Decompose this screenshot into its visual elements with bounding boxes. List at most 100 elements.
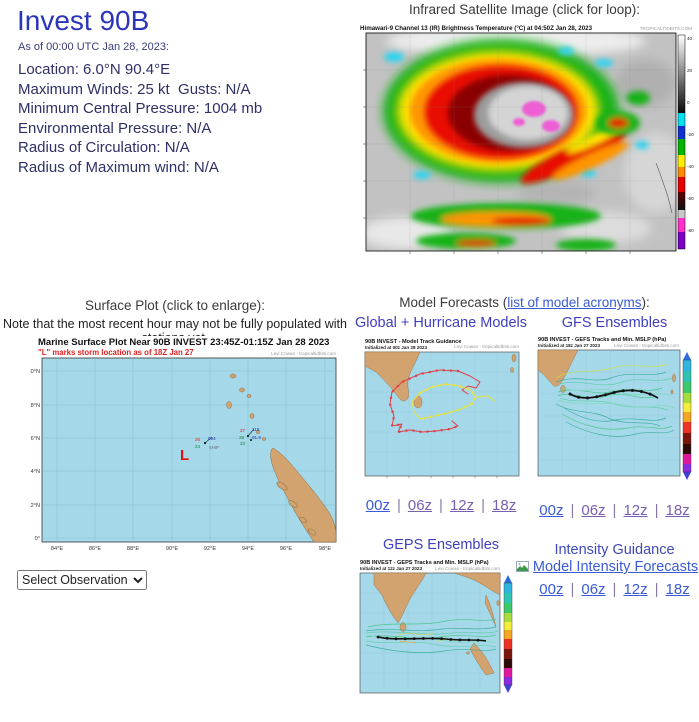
svg-text:-80: -80	[687, 228, 694, 233]
observation-time-dropdown[interactable]: Select Observation Time...	[17, 570, 147, 590]
svg-text:26: 26	[195, 437, 201, 442]
global-00z-link[interactable]: 00z	[365, 497, 390, 514]
svg-text:92°E: 92°E	[204, 546, 216, 552]
global-models-time-links: 00z | 06z | 12z | 18z	[365, 497, 517, 514]
regional-landmasses	[373, 572, 501, 676]
svg-text:84°E: 84°E	[51, 546, 63, 552]
global-12z-link[interactable]: 12z	[449, 497, 475, 514]
model-tracks	[388, 368, 496, 434]
india-landmass	[364, 351, 517, 409]
gfs-time-links: 00z | 06z | 12z | 18z	[539, 502, 690, 519]
geps-ensembles-image[interactable]: 90B INVEST - GEPS Tracks and Min. MSLP (…	[358, 557, 519, 704]
surface-plot-image[interactable]: Marine Surface Plot Near 90B INVEST 23:4…	[28, 336, 340, 566]
satellite-image[interactable]: Himawari-9 Channel 13 (IR) Brightness Te…	[356, 23, 696, 264]
storm-info-panel: Location: 6.0°N 90.4°E Maximum Winds: 25…	[18, 60, 348, 177]
ensemble-tracks	[555, 363, 675, 437]
intensity-06z-link[interactable]: 06z	[581, 581, 606, 598]
svg-text:94°E: 94°E	[242, 546, 254, 552]
gfs-06z-link[interactable]: 06z	[581, 502, 606, 519]
global-06z-link[interactable]: 06z	[407, 497, 433, 514]
surface-station-a: 26 094 24 SHIP	[195, 436, 219, 450]
svg-text:Levi Cowan - tropicaltidbits.c: Levi Cowan - tropicaltidbits.com	[454, 344, 519, 349]
storm-location: Location: 6.0°N 90.4°E	[18, 61, 171, 78]
svg-text:094: 094	[208, 436, 216, 441]
surface-plot-title: Marine Surface Plot Near 90B INVEST 23:4…	[38, 337, 329, 348]
ensemble-mean-track	[569, 389, 659, 399]
gfs-ensembles-title: GFS Ensembles	[561, 315, 668, 331]
mslp-colorbar	[682, 352, 692, 480]
svg-text:88°E: 88°E	[127, 546, 139, 552]
storm-min-pressure: Minimum Central Pressure: 1004 mb	[18, 100, 263, 117]
observation-time-select[interactable]: Select Observation Time...	[17, 570, 147, 590]
surface-plot-credit: Levi Cowan - tropicaltidbits.com	[271, 351, 336, 356]
svg-text:90B INVEST - Model Track Guida: 90B INVEST - Model Track Guidance	[365, 339, 461, 345]
storm-radius-circulation: Radius of Circulation: N/A	[18, 139, 190, 156]
coldest-tops-magenta	[513, 101, 574, 166]
surface-plot-header: Surface Plot (click to enlarge):	[84, 298, 266, 313]
svg-text:10°N: 10°N	[30, 369, 40, 375]
svg-text:91.9: 91.9	[252, 435, 261, 440]
storm-env-pressure: Environmental Pressure: N/A	[18, 119, 212, 137]
satellite-map	[366, 33, 676, 251]
svg-text:SHIP: SHIP	[209, 445, 219, 450]
svg-text:40: 40	[687, 36, 693, 41]
svg-text:Levi Cowan - tropicaltidbits.c: Levi Cowan - tropicaltidbits.com	[614, 343, 679, 348]
intensity-forecasts-row: Model Intensity Forecasts	[515, 559, 699, 576]
svg-text:28: 28	[239, 435, 245, 440]
svg-text:98°E: 98°E	[319, 546, 331, 552]
svg-text:-20: -20	[687, 132, 694, 137]
svg-text:0: 0	[687, 100, 690, 105]
svg-text:20: 20	[687, 68, 693, 73]
gfs-12z-link[interactable]: 12z	[623, 502, 648, 519]
gfs-00z-link[interactable]: 00z	[539, 502, 564, 519]
land-masses	[226, 373, 337, 543]
gfs-ensembles-image[interactable]: 90B INVEST - GEFS Tracks and Min. MSLP (…	[536, 334, 698, 490]
svg-text:-60: -60	[687, 196, 694, 201]
svg-text:24: 24	[195, 444, 201, 449]
storm-location-marker: L	[180, 447, 189, 464]
as-of-timestamp: As of 00:00 UTC Jan 28, 2023:	[18, 41, 170, 53]
svg-text:Initialized at 12z Jan 27 2023: Initialized at 12z Jan 27 2023	[360, 566, 422, 571]
ensemble-tracks	[365, 618, 499, 653]
intensity-18z-link[interactable]: 18z	[665, 581, 690, 598]
svg-text:Initialized at 00z Jan 28 2023: Initialized at 00z Jan 28 2023	[365, 345, 427, 350]
intensity-12z-link[interactable]: 12z	[623, 581, 648, 598]
svg-text:23: 23	[240, 441, 246, 446]
gfs-18z-link[interactable]: 18z	[665, 502, 690, 519]
intensity-time-links: 00z | 06z | 12z | 18z	[539, 581, 690, 598]
svg-text:6°N: 6°N	[31, 436, 40, 442]
svg-text:119: 119	[252, 427, 260, 432]
svg-text:-40: -40	[687, 164, 694, 169]
svg-text:90°E: 90°E	[166, 546, 178, 552]
broken-image-icon	[515, 560, 529, 576]
svg-text:2°N: 2°N	[31, 503, 40, 509]
surface-station-b: 27 119 28 91.9 23	[239, 427, 261, 446]
satellite-image-title: Himawari-9 Channel 13 (IR) Brightness Te…	[360, 25, 593, 32]
svg-text:96°E: 96°E	[280, 546, 292, 552]
model-intensity-forecasts-link[interactable]: Model Intensity Forecasts	[532, 559, 699, 575]
global-18z-link[interactable]: 18z	[492, 497, 517, 514]
svg-text:0°: 0°	[35, 536, 40, 542]
svg-text:90B INVEST - GEFS Tracks and M: 90B INVEST - GEFS Tracks and Min. MSLP (…	[538, 337, 666, 343]
storm-radius-max-wind: Radius of Maximum wind: N/A	[18, 158, 219, 176]
global-models-title: Global + Hurricane Models	[354, 315, 528, 331]
model-forecasts-header: Model Forecasts (list of model acronyms)…	[399, 295, 650, 310]
geps-ensembles-title: GEPS Ensembles	[382, 537, 500, 553]
intensity-guidance-title: Intensity Guidance	[554, 542, 675, 558]
svg-text:90B INVEST - GEPS Tracks and M: 90B INVEST - GEPS Tracks and Min. MSLP (…	[360, 560, 489, 566]
mslp-colorbar	[503, 575, 513, 693]
svg-text:27: 27	[240, 428, 246, 433]
svg-text:Initialized at 18z Jan 27 2023: Initialized at 18z Jan 27 2023	[538, 343, 600, 348]
svg-text:86°E: 86°E	[89, 546, 101, 552]
satellite-section-header: Infrared Satellite Image (click for loop…	[408, 2, 641, 17]
storm-max-winds: Maximum Winds: 25 kt Gusts: N/A	[18, 80, 251, 98]
global-models-image[interactable]: 90B INVEST - Model Track Guidance Initia…	[362, 336, 522, 492]
intensity-00z-link[interactable]: 00z	[539, 581, 564, 598]
satellite-colorbar: 40 20 0 -20 -40 -60 -80	[677, 34, 694, 250]
surface-plot-subtitle: "L" marks storm location as of 18Z Jan 2…	[38, 348, 194, 357]
svg-text:Levi Cowan - tropicaltidbits.c: Levi Cowan - tropicaltidbits.com	[435, 566, 500, 571]
model-acronyms-link[interactable]: list of model acronyms	[507, 295, 642, 310]
svg-text:4°N: 4°N	[31, 469, 40, 475]
satellite-watermark: TROPICALTIDBITS.COM	[640, 26, 692, 31]
